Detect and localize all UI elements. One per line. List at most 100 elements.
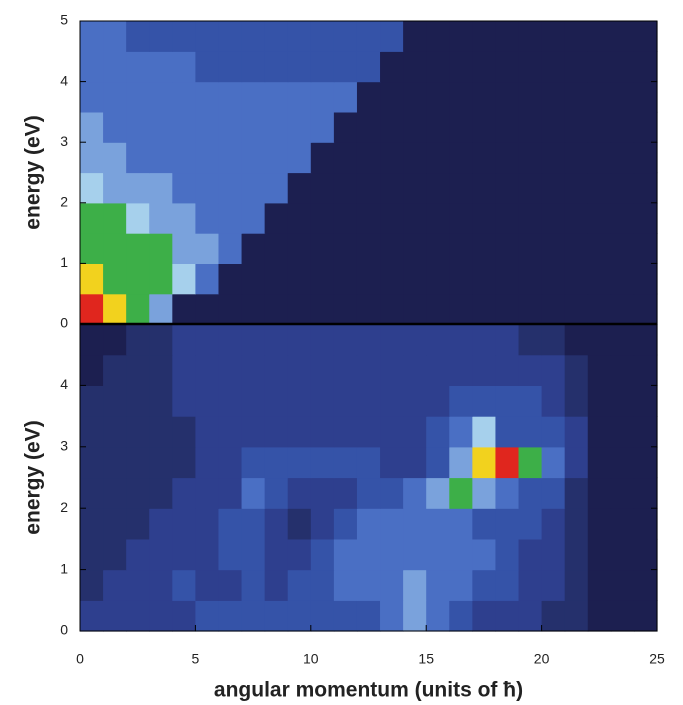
heat-cell (80, 416, 104, 448)
heat-cell (356, 81, 381, 113)
heat-cell (380, 51, 404, 83)
heat-cell (356, 508, 381, 540)
heat-cell (403, 293, 427, 325)
heat-cell (449, 263, 473, 295)
heat-cell (241, 600, 266, 632)
heat-cell (333, 569, 358, 601)
heat-cell (380, 324, 404, 356)
heat-cell (333, 263, 358, 295)
heat-cell (80, 233, 104, 264)
heat-cell (264, 569, 289, 601)
heat-cell (103, 385, 127, 417)
x-tick-label: 10 (303, 651, 319, 667)
heat-cell (564, 293, 589, 325)
heat-cell (633, 21, 658, 52)
heat-cell (287, 446, 312, 479)
heat-cell (403, 233, 427, 264)
heat-cell (172, 538, 196, 571)
heat-cell (310, 51, 335, 83)
heat-cell (149, 263, 173, 295)
heat-cell (218, 51, 243, 83)
heat-cell (587, 21, 612, 52)
heat-cell (449, 508, 473, 540)
heat-cell (287, 263, 312, 295)
heat-cell (472, 416, 497, 448)
heat-cell (633, 293, 658, 325)
heat-cell (426, 446, 450, 479)
heat-cell (633, 354, 658, 386)
heat-cell (241, 508, 266, 540)
heat-cell (426, 477, 450, 509)
heat-cell (172, 324, 196, 356)
heat-cell (264, 293, 289, 325)
heat-cell (241, 538, 266, 571)
heat-cell (633, 385, 658, 417)
heat-cell (333, 508, 358, 540)
heat-cell (172, 202, 196, 234)
heat-cell (80, 172, 104, 204)
heat-cell (310, 385, 335, 417)
heat-cell (380, 172, 404, 204)
heat-cell (518, 600, 543, 632)
heat-cell (403, 600, 427, 632)
heat-cell (564, 508, 589, 540)
heat-cell (218, 21, 243, 52)
heat-cell (403, 81, 427, 113)
heat-cell (633, 111, 658, 143)
heat-cell (126, 354, 150, 386)
heat-cell (403, 142, 427, 174)
heat-cell (472, 385, 497, 417)
heat-cell (172, 354, 196, 386)
heat-cell (287, 142, 312, 174)
heat-cell (564, 477, 589, 509)
heat-cell (633, 416, 658, 448)
heat-cell (103, 51, 127, 83)
y-axis-label: energy (eV) (22, 420, 45, 534)
heat-cell (264, 446, 289, 479)
heat-cell (195, 111, 220, 143)
heat-cell (103, 142, 127, 174)
heat-cell (633, 172, 658, 204)
x-axis-label: angular momentum (units of ħ) (214, 679, 523, 702)
heat-cell (518, 81, 543, 113)
heat-cell (103, 81, 127, 113)
heat-cell (356, 172, 381, 204)
heat-cell (241, 385, 266, 417)
heat-cell (103, 354, 127, 386)
heat-cell (380, 477, 404, 509)
heat-cell (403, 477, 427, 509)
heat-cell (633, 233, 658, 264)
heat-cell (587, 233, 612, 264)
heat-cell (426, 202, 450, 234)
heat-cell (541, 446, 566, 479)
heat-cell (610, 416, 635, 448)
heat-cell (287, 293, 312, 325)
heat-cell (195, 324, 220, 356)
heat-cell (264, 81, 289, 113)
heat-cell (587, 508, 612, 540)
heat-cell (172, 142, 196, 174)
heat-cell (541, 81, 566, 113)
heat-cell (610, 324, 635, 356)
heat-cell (380, 202, 404, 234)
heat-cell (541, 538, 566, 571)
heat-cell (495, 538, 520, 571)
heat-cell (218, 600, 243, 632)
heat-cell (564, 385, 589, 417)
heat-cell (472, 21, 497, 52)
heat-cell (149, 354, 173, 386)
heat-cell (426, 233, 450, 264)
heat-cell (564, 142, 589, 174)
heat-cell (518, 142, 543, 174)
heat-cell (587, 172, 612, 204)
heat-cell (518, 233, 543, 264)
heat-cell (241, 111, 266, 143)
heat-cell (333, 446, 358, 479)
heat-cell (495, 263, 520, 295)
heat-cell (333, 477, 358, 509)
heat-cell (541, 385, 566, 417)
heat-cell (264, 51, 289, 83)
heat-cell (380, 446, 404, 479)
heat-cell (472, 600, 497, 632)
heat-cell (287, 477, 312, 509)
